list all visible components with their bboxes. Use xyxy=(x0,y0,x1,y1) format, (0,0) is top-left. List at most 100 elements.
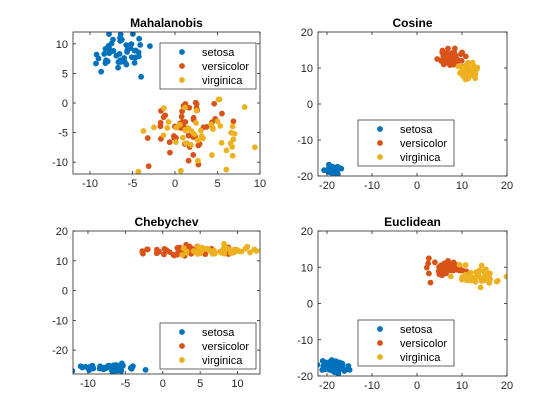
scatter-point-virginica xyxy=(180,245,187,252)
scatter-point-setosa xyxy=(106,32,112,37)
scatter-point-virginica xyxy=(165,118,172,125)
x-tick-label: 20 xyxy=(501,380,513,392)
scatter-point-versicolor xyxy=(427,279,434,286)
scatter-point-virginica xyxy=(172,139,179,146)
x-tick-label: 5 xyxy=(197,378,203,390)
scatter-point-virginica xyxy=(161,105,167,112)
y-tick-label: -10 xyxy=(52,157,68,169)
scatter-point-virginica xyxy=(471,63,477,70)
scatter-point-virginica xyxy=(467,269,474,276)
scatter-point-virginica xyxy=(477,284,484,291)
legend-marker-setosa xyxy=(377,326,383,332)
scatter-point-versicolor xyxy=(459,49,466,56)
scatter-point-virginica xyxy=(483,269,490,276)
scatter-point-virginica xyxy=(194,137,201,144)
x-tick-label: -20 xyxy=(319,380,335,392)
scatter-point-virginica xyxy=(210,126,216,132)
y-tick-label: 20 xyxy=(56,226,68,238)
y-tick-label: -5 xyxy=(58,128,68,140)
scatter-point-versicolor xyxy=(157,123,164,130)
scatter-point-virginica xyxy=(251,144,258,151)
y-tick-label: 20 xyxy=(301,226,313,238)
x-tick-label: -10 xyxy=(364,380,380,392)
legend-marker-virginica xyxy=(377,154,383,160)
scatter-points xyxy=(318,255,507,376)
scatter-point-virginica xyxy=(177,121,183,128)
scatter-point-setosa xyxy=(131,59,138,66)
scatter-point-virginica xyxy=(216,96,223,103)
x-tick-label: -5 xyxy=(128,178,138,190)
scatter-point-versicolor xyxy=(443,50,450,57)
scatter-point-setosa xyxy=(334,363,341,370)
scatter-point-virginica xyxy=(242,245,249,252)
x-tick-label: 10 xyxy=(231,378,243,390)
scatter-point-versicolor xyxy=(174,251,180,258)
subplot-title: Chebychev xyxy=(134,215,198,229)
scatter-point-virginica xyxy=(456,261,463,268)
scatter-point-setosa xyxy=(93,60,99,67)
scatter-point-virginica xyxy=(211,250,218,257)
legend: setosa versicolor virginica xyxy=(357,319,455,367)
scatter-point-virginica xyxy=(195,157,201,164)
x-tick-label: 0 xyxy=(414,180,420,192)
scatter-point-virginica xyxy=(221,240,227,247)
scatter-point-virginica xyxy=(229,123,236,130)
scatter-point-versicolor xyxy=(186,104,193,111)
scatter-point-setosa xyxy=(103,57,109,64)
scatter-point-versicolor xyxy=(185,157,192,164)
x-tick-label: 0 xyxy=(160,378,166,390)
scatter-point-virginica xyxy=(464,68,470,75)
scatter-point-versicolor xyxy=(193,101,200,108)
scatter-point-setosa xyxy=(118,368,124,374)
scatter-point-virginica xyxy=(235,248,242,255)
scatter-point-versicolor xyxy=(219,110,225,117)
y-tick-label: 10 xyxy=(301,63,313,75)
scatter-point-virginica xyxy=(177,167,184,174)
scatter-point-virginica xyxy=(182,104,188,111)
scatter-point-versicolor xyxy=(178,113,185,120)
subplot-3: Euclidean -20 -10 0 10 20 -20 -10 0 10 20 setosa ver… xyxy=(297,215,513,392)
scatter-point-setosa xyxy=(79,364,86,371)
scatter-point-setosa xyxy=(137,42,144,48)
y-tick-label: -10 xyxy=(297,135,313,147)
scatter-point-setosa xyxy=(115,64,121,71)
scatter-point-virginica xyxy=(218,139,225,146)
x-tick-label: -20 xyxy=(319,180,335,192)
y-tick-label: 5 xyxy=(62,68,68,80)
scatter-point-versicolor xyxy=(425,255,432,262)
scatter-point-setosa xyxy=(328,362,335,369)
legend-label-versicolor: versicolor xyxy=(400,138,447,150)
scatter-point-virginica xyxy=(251,246,258,253)
scatter-point-versicolor xyxy=(450,54,457,61)
scatter-point-setosa xyxy=(116,363,123,369)
y-tick-label: -20 xyxy=(297,371,313,383)
scatter-point-virginica xyxy=(164,125,171,131)
scatter-point-virginica xyxy=(208,152,215,158)
scatter-point-setosa xyxy=(102,46,109,52)
y-tick-label: 10 xyxy=(56,39,68,51)
scatter-point-virginica xyxy=(231,130,238,137)
scatter-point-setosa xyxy=(333,164,340,171)
scatter-point-virginica xyxy=(191,131,198,138)
scatter-points xyxy=(73,240,260,374)
scatter-point-setosa xyxy=(135,53,142,60)
y-tick-label: 0 xyxy=(62,98,68,110)
scatter-point-versicolor xyxy=(462,53,469,60)
scatter-point-virginica xyxy=(217,122,224,129)
legend-box xyxy=(159,322,257,370)
scatter-point-versicolor xyxy=(154,248,161,254)
scatter-point-versicolor xyxy=(230,118,237,125)
scatter-point-versicolor xyxy=(185,132,192,139)
scatter-point-virginica xyxy=(197,127,204,134)
y-tick-label: 0 xyxy=(307,99,313,111)
x-tick-label: 5 xyxy=(214,178,220,190)
scatter-point-versicolor xyxy=(166,249,173,255)
subplot-title: Euclidean xyxy=(384,215,441,229)
scatter-point-versicolor xyxy=(186,243,193,250)
scatter-point-setosa xyxy=(127,45,134,51)
scatter-point-virginica xyxy=(494,277,501,284)
x-tick-label: -10 xyxy=(80,378,96,390)
scatter-point-virginica xyxy=(478,262,485,269)
scatter-point-virginica xyxy=(188,142,194,148)
scatter-point-virginica xyxy=(486,280,493,286)
